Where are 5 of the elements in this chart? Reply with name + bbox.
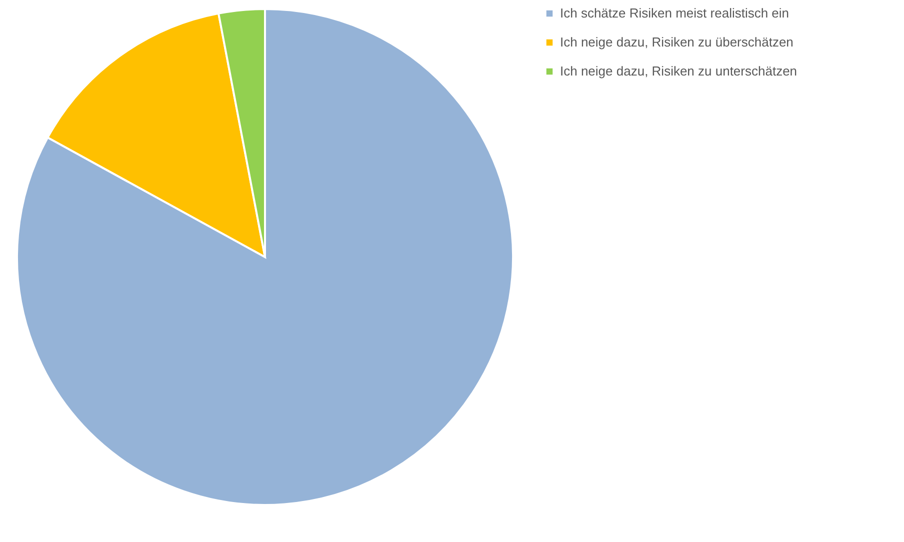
legend-label: Ich neige dazu, Risiken zu überschätzen bbox=[560, 34, 794, 50]
pie-slice bbox=[16, 8, 514, 506]
legend-label: Ich neige dazu, Risiken zu unterschätzen bbox=[560, 64, 798, 78]
pie-slice bbox=[46, 12, 266, 258]
legend-label: Ich schätze Risiken meist realistisch ein bbox=[560, 6, 790, 20]
